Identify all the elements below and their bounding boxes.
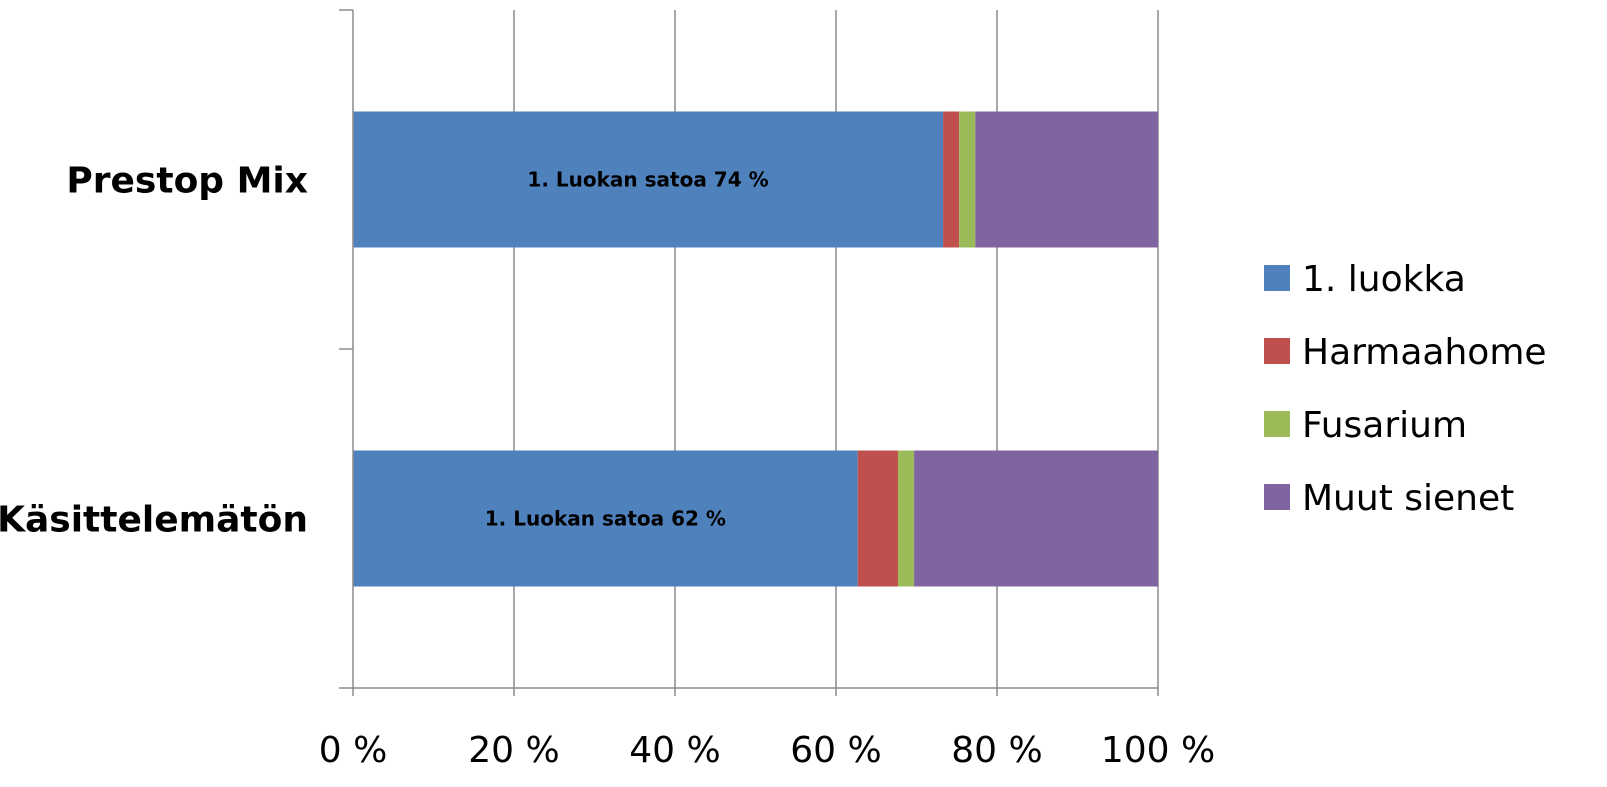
x-tick-label: 40 % [629,730,720,771]
axes [339,9,1159,696]
tick-labels: 0 % 20 % 40 % 60 % 80 % 100 % [319,730,1215,771]
data-label: 1. Luokan satoa 74 % [527,168,768,192]
bar-segment [353,111,944,248]
legend-swatch [1264,265,1290,291]
x-tick-label: 60 % [790,730,881,771]
bar-segment [353,450,858,587]
legend-label: Fusarium [1302,405,1467,446]
data-label: 1. Luokan satoa 62 % [485,507,726,531]
bar-segment [943,111,960,248]
x-tick-label: 20 % [468,730,559,771]
data-labels: 1. Luokan satoa 74 % 1. Luokan satoa 62 % [485,168,769,531]
legend-swatch [1264,338,1290,364]
x-tick-label: 100 % [1101,730,1215,771]
bar-segment [975,111,1158,248]
legend-label: Muut sienet [1302,478,1514,519]
legend-swatch [1264,411,1290,437]
bars [353,111,1158,587]
x-tick-label: 80 % [951,730,1042,771]
bar-segment [897,450,915,587]
bar-segment [914,450,1158,587]
legend-swatch [1264,484,1290,510]
bar-segment [857,450,898,587]
legend-label: Harmaahome [1302,332,1547,373]
category-label: Käsittelemätön [0,500,308,541]
x-tick-label: 0 % [319,730,388,771]
bar-segment [959,111,976,248]
legend-label: 1. luokka [1302,259,1466,300]
legend: 1. luokka Harmaahome Fusarium Muut sienet [1264,259,1547,519]
category-label: Prestop Mix [66,161,308,202]
category-labels: Prestop Mix Käsittelemätön [0,161,308,541]
